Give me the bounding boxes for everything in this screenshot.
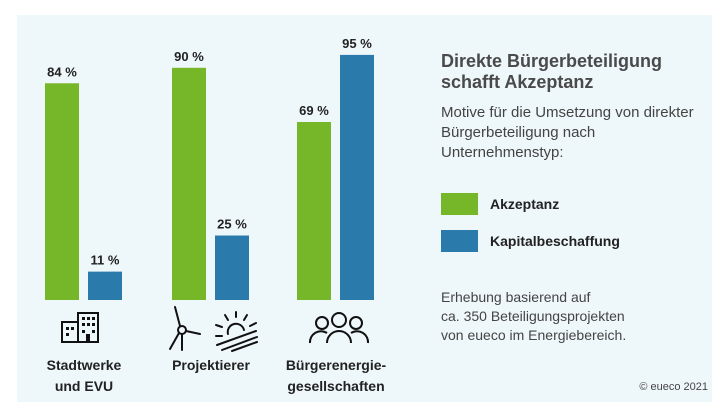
- data-label: 84 %: [47, 64, 77, 79]
- legend-label: Kapitalbeschaffung: [490, 233, 620, 249]
- copyright: © eueco 2021: [639, 381, 708, 393]
- category-label-stadtwerke: Stadtwerke und EVU: [14, 355, 154, 397]
- people-icon: [308, 312, 370, 344]
- bar-kapitalbeschaffung-1: [215, 235, 249, 300]
- data-label: 69 %: [299, 103, 329, 118]
- category-line: Stadtwerke: [46, 357, 122, 373]
- category-line: und EVU: [54, 378, 114, 394]
- legend-label: Akzeptanz: [490, 196, 560, 212]
- category-label-buergerenergie: Bürgerenergie- gesellschaften: [266, 355, 406, 397]
- bar-kapitalbeschaffung-0: [88, 271, 122, 300]
- chart-title: Direkte Bürgerbeteiligung schafft Akzept…: [441, 51, 681, 93]
- wind-solar-icon: [169, 306, 258, 352]
- data-label: 90 %: [174, 49, 204, 64]
- data-label: 25 %: [217, 217, 247, 232]
- data-label: 95 %: [342, 36, 372, 51]
- bar-akzeptanz-0: [45, 83, 79, 300]
- category-line: Projektierer: [172, 357, 250, 373]
- note-line: von eueco im Energiebereich.: [441, 327, 627, 343]
- building-icon: [61, 312, 99, 343]
- legend-swatch-blue: [441, 230, 478, 252]
- category-line: gesellschaften: [287, 378, 385, 394]
- note-line: Erhebung basierend auf: [441, 289, 591, 305]
- title-text: Direkte Bürgerbeteiligung schafft Akzept…: [441, 51, 663, 92]
- bar-kapitalbeschaffung-2: [340, 54, 374, 301]
- bar-akzeptanz-2: [297, 121, 331, 300]
- legend-swatch-green: [441, 193, 478, 215]
- bar-akzeptanz-1: [172, 67, 206, 300]
- survey-note: Erhebung basierend auf ca. 350 Beteiligu…: [441, 288, 626, 345]
- legend-item-akzeptanz: Akzeptanz: [441, 193, 559, 215]
- chart-subtitle: Motive für die Umsetzung von direkter Bü…: [441, 104, 694, 161]
- category-line: Bürgerenergie-: [285, 357, 387, 373]
- data-label: 11 %: [91, 253, 120, 268]
- note-line: ca. 350 Beteiligungsprojekten: [441, 308, 625, 324]
- category-label-projektierer: Projektierer: [141, 355, 281, 376]
- legend-item-kapitalbeschaffung: Kapitalbeschaffung: [441, 230, 620, 252]
